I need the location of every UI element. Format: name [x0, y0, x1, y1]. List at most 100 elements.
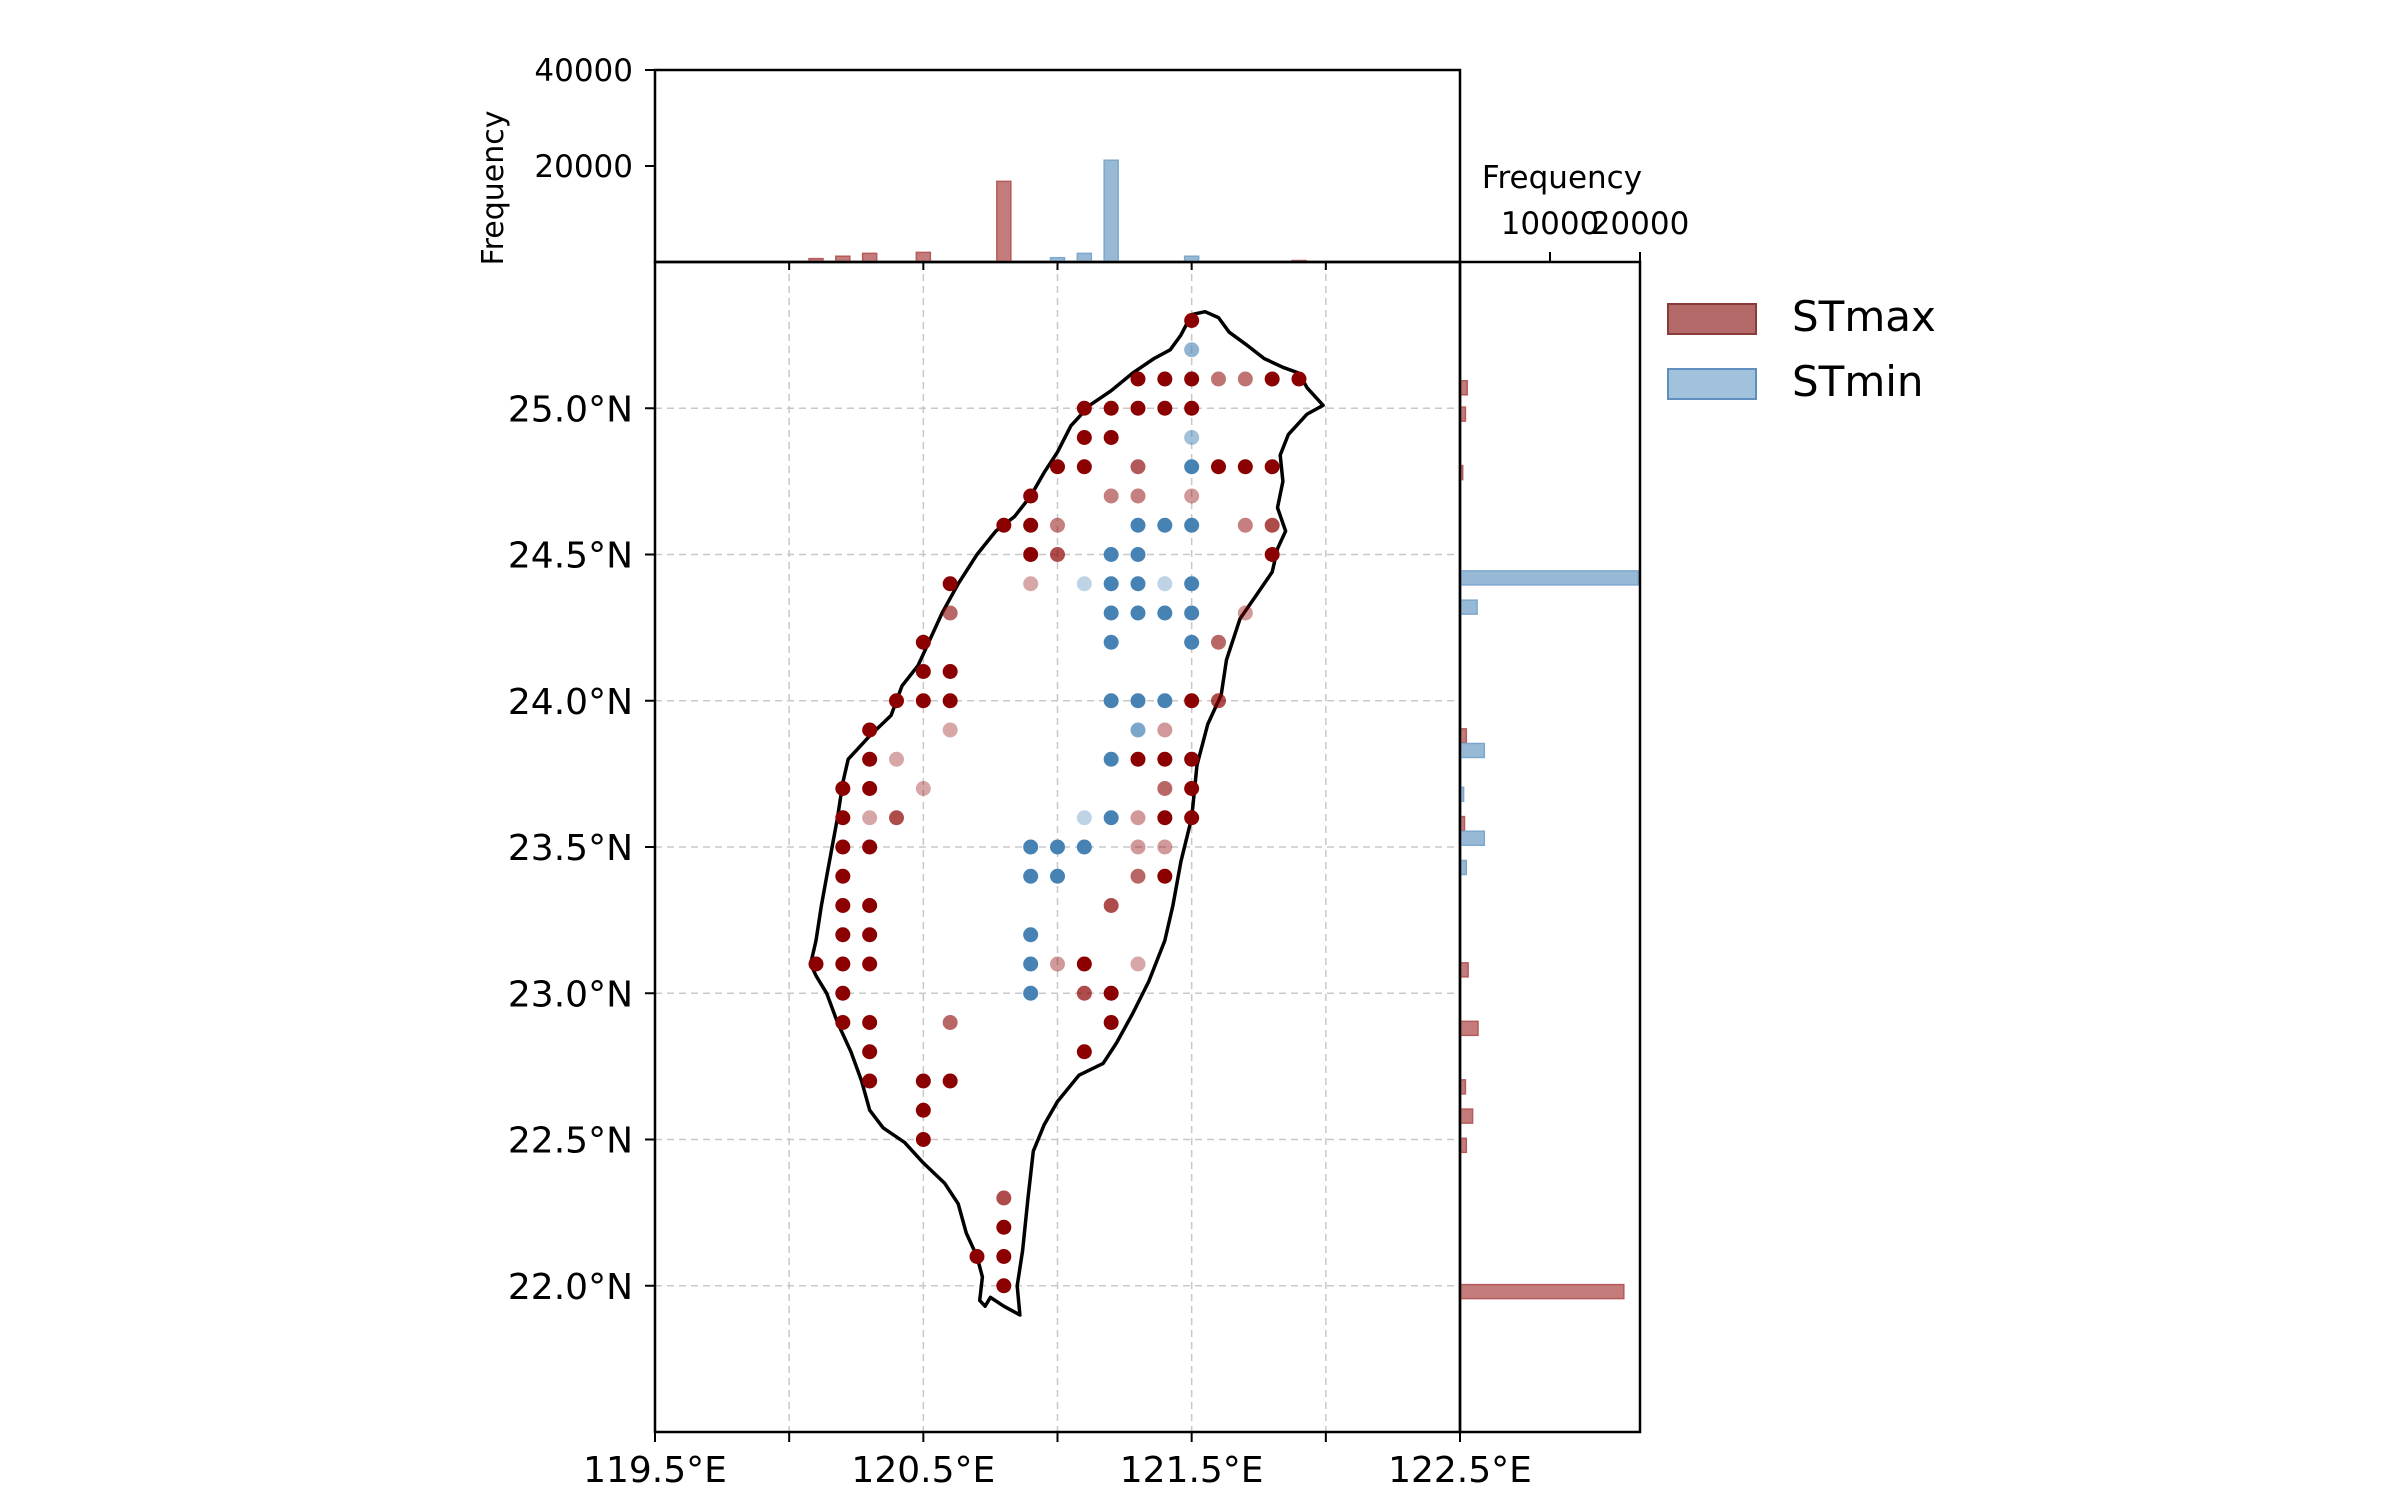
y-tick-label: 23.0°N	[508, 974, 633, 1015]
map-grid	[655, 262, 1460, 1432]
point-stmax	[1130, 810, 1146, 826]
right-bar-stmax	[1459, 1020, 1479, 1037]
point-stmin	[1157, 605, 1173, 621]
point-stmax	[915, 634, 931, 650]
point-stmax	[1157, 751, 1173, 767]
point-stmin	[1103, 605, 1119, 621]
point-stmax	[862, 898, 878, 913]
y-tick-label: 24.0°N	[508, 682, 633, 723]
point-stmin	[1157, 517, 1173, 533]
point-stmax	[1237, 371, 1253, 387]
point-stmax	[1237, 459, 1253, 475]
top-histogram-ylabel: Frequency	[476, 111, 511, 266]
point-stmax	[1184, 488, 1200, 504]
point-stmax	[1157, 400, 1173, 416]
point-stmin	[1184, 459, 1200, 475]
point-stmax	[1076, 430, 1092, 445]
point-stmax	[862, 781, 878, 796]
point-stmin	[1130, 605, 1146, 621]
point-stmin	[1103, 634, 1119, 650]
y-tick-label: 22.0°N	[508, 1267, 633, 1308]
legend-swatch-stmax	[1667, 303, 1757, 335]
point-stmin	[1184, 576, 1200, 592]
point-stmax	[1184, 371, 1200, 387]
point-stmax	[862, 1044, 878, 1060]
point-stmax	[969, 1249, 985, 1264]
point-stmin	[1076, 810, 1092, 826]
point-stmax	[942, 664, 958, 679]
point-stmin	[1184, 517, 1200, 533]
point-stmax	[1130, 956, 1146, 972]
right-bar-stmax	[1459, 1108, 1474, 1124]
point-stmax	[889, 751, 904, 767]
point-stmin	[1130, 576, 1146, 592]
point-stmax	[835, 868, 851, 884]
point-stmax	[1076, 985, 1092, 1001]
top-bar-stmax	[915, 251, 932, 263]
point-stmin	[1076, 576, 1092, 592]
point-stmax	[1130, 839, 1146, 855]
point-stmax	[835, 810, 851, 826]
point-stmin	[1050, 839, 1065, 855]
top-histogram-panel: 20000 40000 Frequency	[476, 53, 1462, 266]
x-tick-label: 121.5°E	[1120, 1450, 1264, 1491]
point-stmax	[1076, 956, 1092, 972]
y-tick-label: 23.5°N	[508, 828, 633, 869]
point-stmax	[1130, 371, 1146, 387]
point-stmin	[1076, 839, 1092, 855]
point-stmax	[1076, 1044, 1092, 1060]
point-stmax	[1264, 371, 1280, 387]
point-stmax	[942, 576, 958, 592]
point-stmax	[1076, 400, 1092, 416]
point-stmax	[1103, 400, 1119, 416]
taiwan-coastline	[808, 309, 1325, 1317]
point-stmax	[1130, 488, 1146, 504]
point-stmax	[835, 985, 851, 1001]
point-stmax	[889, 693, 904, 709]
point-stmax	[1264, 547, 1280, 562]
point-stmax	[1130, 751, 1146, 767]
point-stmax	[1103, 985, 1119, 1001]
legend-label-stmax: STmax	[1792, 292, 1936, 341]
point-stmax	[1184, 400, 1200, 416]
legend: STmax STmin	[1667, 292, 1936, 406]
point-stmax	[1130, 400, 1146, 416]
point-stmax	[996, 1190, 1012, 1206]
point-stmax	[1184, 810, 1200, 826]
point-stmax	[808, 956, 824, 972]
point-stmax	[996, 517, 1012, 533]
point-stmin	[1103, 751, 1119, 767]
point-stmax	[1157, 839, 1173, 855]
point-stmin	[1023, 868, 1039, 884]
right-x-tick-label: 20000	[1591, 206, 1690, 242]
point-stmin	[1023, 985, 1039, 1001]
point-stmax	[835, 781, 851, 796]
point-stmax	[996, 1249, 1012, 1264]
point-stmax	[1237, 605, 1253, 621]
right-histogram-frame	[1458, 260, 1642, 1434]
point-stmin	[1103, 810, 1119, 826]
top-bar-stmin	[1103, 159, 1119, 263]
point-stmin	[1184, 634, 1200, 650]
point-stmax	[1157, 810, 1173, 826]
point-stmax	[942, 1015, 958, 1030]
right-bar-stmin	[1459, 742, 1486, 759]
point-stmin	[1157, 693, 1173, 709]
point-stmax	[1264, 517, 1280, 533]
point-stmax	[862, 1015, 878, 1030]
point-stmax	[862, 810, 878, 826]
point-stmin	[1130, 722, 1146, 738]
top-bar-stmax	[861, 252, 878, 263]
point-stmax	[1050, 517, 1065, 533]
point-stmax	[835, 927, 851, 943]
x-tick-label: 120.5°E	[851, 1450, 995, 1491]
point-stmin	[1023, 956, 1039, 972]
y-tick-label: 25.0°N	[508, 389, 633, 430]
point-stmax	[1076, 459, 1092, 475]
x-tick-label: 119.5°E	[583, 1450, 727, 1491]
point-stmin	[1103, 576, 1119, 592]
point-stmax	[1103, 430, 1119, 445]
point-stmax	[1050, 547, 1065, 562]
